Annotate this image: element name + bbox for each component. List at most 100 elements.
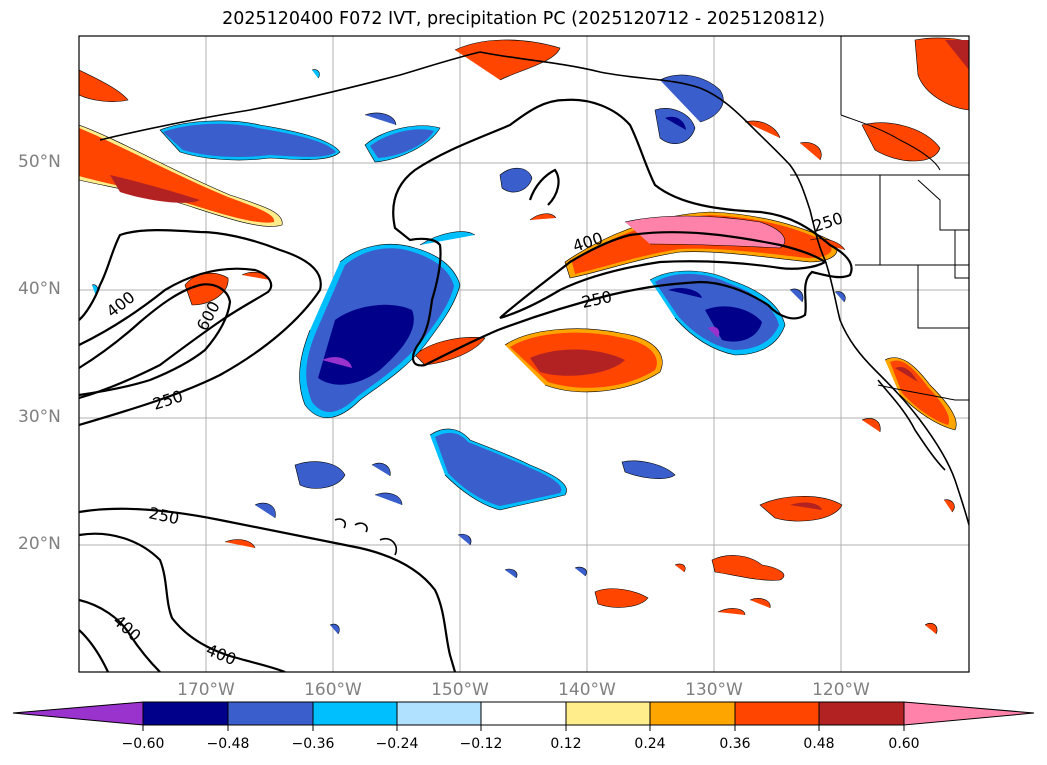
lon-label-170w: 170°W	[177, 680, 235, 700]
colorbar-tick-p060: 0.60	[888, 736, 920, 752]
negative-patch-east-purple	[708, 326, 720, 338]
border-alaska-panhandle	[840, 114, 941, 171]
negative-patch-east-core2	[668, 287, 702, 298]
positive-patch-baja-red	[890, 360, 950, 425]
negative-patch-central-ne	[499, 167, 533, 193]
contour-250-innerloop	[528, 168, 560, 206]
negative-patch-west-tiny2	[311, 69, 320, 79]
negative-patch-alaska	[659, 74, 724, 123]
lon-label-130w: 130°W	[685, 680, 743, 700]
border-states-2	[855, 264, 969, 329]
colorbar-bin-5	[480, 701, 567, 726]
positive-patch-nw-corner	[79, 69, 129, 102]
negative-patch-south-sw	[254, 502, 276, 519]
negative-patch-alaska-core	[665, 116, 686, 130]
positive-patch-tropic-se2	[749, 598, 771, 609]
negative-anomaly-regions	[91, 69, 846, 635]
positive-patch-tropic-sw	[224, 539, 256, 549]
contour-400-west	[79, 267, 273, 400]
negative-patch-south-tiny4	[574, 566, 587, 577]
negative-patch-coast-tiny2	[834, 291, 846, 303]
positive-patch-bc-south	[799, 142, 822, 161]
negative-patch-central-purple	[322, 357, 352, 368]
coastline-hawaii-3	[379, 537, 398, 556]
negative-patch-south-tiny3	[329, 623, 340, 635]
negative-patch-south-tiny1	[457, 533, 472, 546]
negative-patch-south-e	[621, 460, 676, 480]
coastline-hawaii-1	[334, 518, 347, 529]
coastline-bc	[749, 124, 826, 261]
colorbar	[12, 701, 1035, 731]
colorbar-tick-neg060: −0.60	[121, 736, 165, 752]
border-us-mexico	[877, 384, 969, 401]
colorbar-bin-8	[734, 701, 820, 726]
negative-patch-south-west2	[371, 462, 391, 477]
positive-patch-ar-band-pink	[624, 215, 785, 249]
colorbar-tick-neg012: −0.12	[459, 736, 503, 752]
colorbar-bin-1	[142, 701, 229, 726]
colorbar-extend-low	[12, 701, 144, 726]
negative-patch-south-tiny2	[504, 568, 518, 579]
negative-patch-north-small	[364, 112, 397, 126]
ivt-contours	[79, 98, 853, 672]
contour-400-south-outer	[79, 532, 286, 672]
contour-250-south	[79, 507, 457, 672]
colorbar-tick-p024: 0.24	[634, 736, 666, 752]
negative-patch-coast-tiny	[789, 288, 804, 303]
map-title: 2025120400 F072 IVT, precipitation PC (2…	[222, 9, 825, 29]
colorbar-tick-p012: 0.12	[550, 736, 582, 752]
lat-label-20n: 20°N	[18, 534, 61, 554]
positive-patch-tropic-se	[717, 608, 746, 616]
contour-250-center	[392, 98, 853, 367]
contour-600-west	[79, 283, 232, 397]
positive-patch-mexico	[861, 418, 881, 433]
positive-patch-gulf-alaska-top	[454, 39, 561, 81]
coastline-mexico	[919, 419, 969, 526]
lon-label-150w: 150°W	[431, 680, 489, 700]
colorbar-bin-9	[818, 701, 905, 726]
colorbar-extend-high	[903, 701, 1035, 726]
coastline-baja	[877, 379, 946, 471]
negative-patch-alaska-sm	[654, 108, 696, 145]
positive-patch-nw-band-inner	[79, 128, 275, 223]
positive-patch-canada-ne-core	[945, 40, 969, 70]
positive-patch-bc-coast	[744, 120, 781, 139]
positive-anomaly-regions	[79, 37, 969, 635]
coastline-us-west	[824, 259, 921, 421]
colorbar-tick-neg024: −0.24	[375, 736, 419, 752]
colorbar-tick-marks	[142, 725, 905, 731]
coastline-alaska	[479, 51, 751, 126]
coastline-aleutians	[99, 51, 481, 141]
positive-patch-tropic-tiny	[674, 563, 686, 573]
lat-label-50n: 50°N	[18, 152, 61, 172]
negative-patch-north-west-blue	[163, 123, 336, 158]
colorbar-tick-neg048: −0.48	[206, 736, 250, 752]
lon-label-120w: 120°W	[812, 680, 870, 700]
lat-label-40n: 40°N	[18, 279, 61, 299]
positive-patch-tropic-east-core	[790, 502, 822, 510]
positive-patch-nw-core	[110, 175, 200, 203]
colorbar-bin-7	[649, 701, 736, 726]
lon-label-140w: 140°W	[558, 680, 616, 700]
colorbar-tick-p036: 0.36	[719, 736, 751, 752]
positive-patch-mid-central-core	[530, 349, 625, 376]
positive-patch-ar-small	[529, 213, 557, 221]
negative-patch-south-mid	[374, 492, 403, 506]
contour-400-south-mid	[79, 629, 109, 672]
colorbar-tick-neg036: −0.36	[291, 736, 335, 752]
coastlines	[99, 51, 969, 556]
lat-label-30n: 30°N	[18, 407, 61, 427]
contour-400-center	[499, 231, 828, 320]
contour-400-south-inner	[79, 598, 161, 672]
coastline-hawaii-2	[354, 522, 368, 533]
border-states-4	[954, 230, 969, 279]
contour-250-west	[79, 229, 322, 427]
positive-patch-tropic-east	[759, 496, 843, 522]
colorbar-bin-2	[227, 701, 314, 726]
positive-patch-tropic-far	[924, 622, 938, 635]
positive-patch-tropic-mid-sm	[594, 588, 649, 608]
colorbar-bin-3	[312, 701, 398, 726]
colorbar-tick-p048: 0.48	[803, 736, 835, 752]
negative-patch-south-west	[294, 461, 346, 489]
